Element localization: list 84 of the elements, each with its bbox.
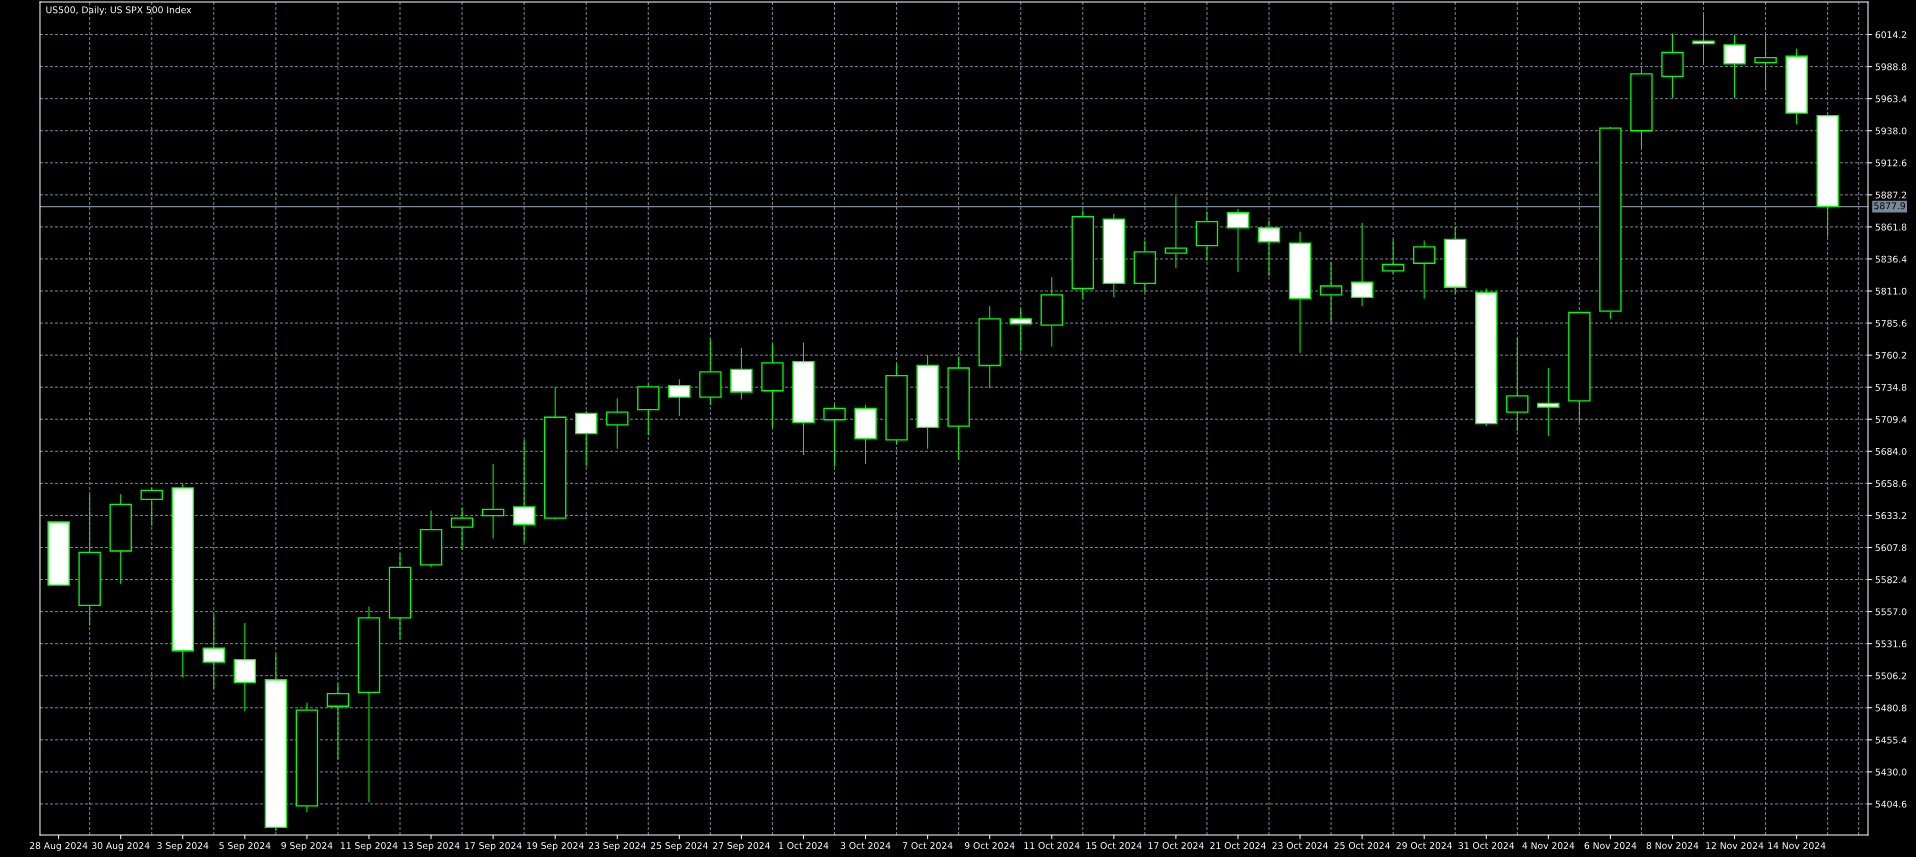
candlestick (1661, 33, 1684, 99)
y-tick-label: 5760.2 (1875, 351, 1907, 359)
candlestick (512, 439, 536, 543)
candlestick (823, 404, 846, 467)
candlestick (1506, 337, 1529, 432)
y-tick-label: 5531.6 (1875, 640, 1907, 648)
y-tick-label: 5633.2 (1875, 512, 1907, 520)
x-tick-label: 19 Sep 2024 (527, 842, 584, 851)
y-tick-label: 5887.2 (1875, 191, 1907, 199)
candlestick (1257, 219, 1281, 277)
x-tick-label: 8 Nov 2024 (1646, 842, 1699, 850)
candlestick (730, 347, 753, 401)
candlestick (326, 683, 350, 760)
x-tick-label: 25 Oct 2024 (1334, 842, 1390, 850)
candlestick (1723, 34, 1746, 99)
y-tick-label: 5480.8 (1875, 704, 1907, 712)
y-tick-label: 5963.4 (1875, 95, 1907, 103)
y-tick-label: 5582.4 (1875, 576, 1907, 584)
x-tick-label: 12 Nov 2024 (1706, 842, 1764, 850)
x-tick-label: 4 Nov 2024 (1522, 842, 1575, 850)
x-tick-label: 30 Aug 2024 (92, 842, 150, 851)
y-tick-label: 5506.2 (1875, 672, 1907, 680)
y-tick-label: 5861.8 (1875, 223, 1907, 231)
y-tick-label: 5938.0 (1875, 127, 1907, 135)
y-tick-label: 5607.8 (1875, 544, 1907, 552)
y-tick-label: 5557.0 (1875, 608, 1907, 616)
y-tick-label: 5785.6 (1875, 319, 1907, 327)
x-tick-label: 31 Oct 2024 (1458, 842, 1515, 850)
x-tick-label: 11 Oct 2024 (1024, 842, 1080, 850)
candlestick (1754, 34, 1777, 91)
y-tick-label: 5455.4 (1875, 736, 1907, 744)
x-tick-label: 6 Nov 2024 (1584, 842, 1637, 850)
candlestick (140, 487, 163, 527)
x-tick-label: 11 Sep 2024 (340, 842, 398, 851)
x-tick-label: 23 Oct 2024 (1272, 842, 1328, 850)
y-tick-label: 5988.8 (1875, 63, 1907, 71)
y-tick-label: 5404.6 (1875, 800, 1907, 808)
candlestick (233, 622, 257, 712)
x-tick-label: 9 Oct 2024 (964, 842, 1015, 850)
x-tick-label: 3 Oct 2024 (840, 842, 891, 850)
x-tick-label: 17 Oct 2024 (1148, 842, 1204, 850)
candlestick (1537, 367, 1560, 437)
x-tick-label: 9 Sep 2024 (281, 842, 333, 851)
candlestick (1412, 240, 1436, 300)
candlestick (1381, 238, 1405, 274)
chart-title: US500, Daily: US SPX 500 Index (46, 6, 192, 16)
x-tick-label: 29 Oct 2024 (1396, 842, 1453, 850)
candlestick (668, 378, 691, 417)
y-tick-label: 5912.6 (1875, 159, 1907, 167)
candlestick (1195, 211, 1219, 262)
ref-line-label: 5877.9 (1874, 202, 1905, 210)
candlestick (1226, 208, 1250, 273)
candlestick (1009, 308, 1032, 353)
y-tick-label: 5836.4 (1875, 255, 1907, 263)
x-tick-label: 17 Sep 2024 (465, 842, 522, 851)
candlestick (606, 397, 629, 450)
x-tick-label: 25 Sep 2024 (650, 842, 708, 851)
candlestick (481, 463, 505, 539)
x-tick-label: 5 Sep 2024 (219, 842, 271, 851)
x-tick-label: 1 Oct 2024 (779, 842, 829, 850)
x-tick-label: 13 Sep 2024 (403, 842, 460, 851)
candlestick (1164, 195, 1188, 269)
x-tick-label: 14 Nov 2024 (1768, 842, 1826, 850)
y-tick-label: 5430.0 (1875, 768, 1907, 776)
x-tick-label: 3 Sep 2024 (157, 842, 209, 851)
x-tick-label: 7 Oct 2024 (902, 842, 953, 850)
x-tick-label: 23 Sep 2024 (588, 842, 646, 851)
candlestick (450, 507, 474, 551)
y-tick-label: 5709.4 (1875, 415, 1907, 423)
x-tick-label: 15 Oct 2024 (1086, 842, 1142, 850)
candlestick (202, 613, 225, 690)
candlestick (637, 383, 660, 436)
x-tick-label: 27 Sep 2024 (713, 842, 770, 851)
y-tick-label: 5658.6 (1875, 480, 1907, 487)
x-tick-label: 28 Aug 2024 (29, 842, 88, 851)
y-tick-label: 5734.8 (1875, 383, 1907, 391)
y-tick-label: 5684.0 (1875, 447, 1907, 455)
y-tick-label: 5811.0 (1875, 287, 1907, 295)
candlestick (1319, 261, 1343, 324)
candlestick (1350, 222, 1374, 307)
x-tick-label: 21 Oct 2024 (1210, 842, 1266, 850)
y-tick-label: 6014.2 (1875, 31, 1907, 39)
candlestick (575, 410, 598, 467)
candlestick (1692, 14, 1715, 66)
